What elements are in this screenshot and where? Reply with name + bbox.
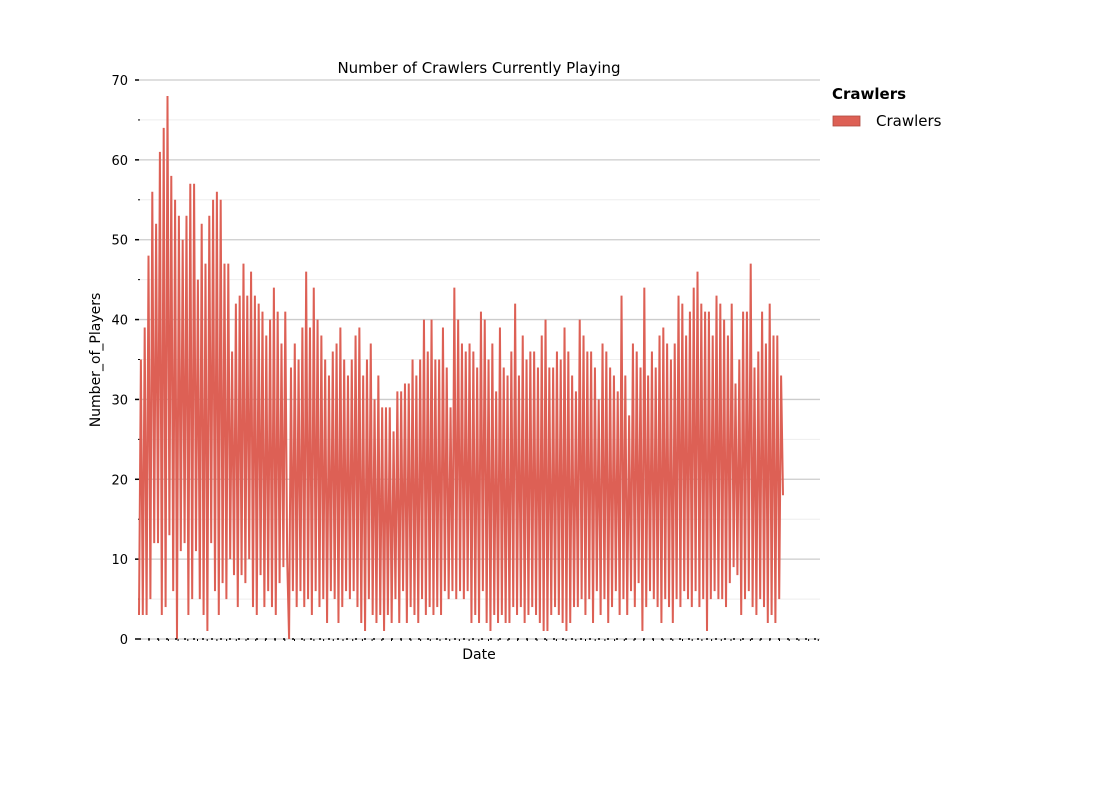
legend-swatch-crawlers bbox=[832, 115, 861, 127]
legend: Crawlers Crawlers bbox=[832, 85, 942, 130]
y-tick-label: 30 bbox=[111, 393, 128, 408]
y-tick-label: 50 bbox=[111, 234, 128, 249]
y-tick-label: 70 bbox=[111, 74, 128, 89]
x-axis-ticks bbox=[148, 639, 819, 641]
y-axis-label: Number_of_Players bbox=[88, 293, 104, 428]
legend-label-crawlers: Crawlers bbox=[876, 112, 942, 130]
chart-title: Number of Crawlers Currently Playing bbox=[337, 59, 620, 77]
plot-area bbox=[138, 95, 784, 640]
y-tick-label: 60 bbox=[111, 154, 128, 169]
y-tick-label: 20 bbox=[111, 473, 128, 488]
x-axis-label: Date bbox=[462, 647, 495, 663]
legend-title: Crawlers bbox=[832, 85, 906, 103]
y-tick-label: 10 bbox=[111, 553, 128, 568]
y-tick-label: 40 bbox=[111, 314, 128, 329]
y-axis-ticks: 0 10 20 30 40 50 60 70 bbox=[111, 74, 140, 648]
y-tick-label: 0 bbox=[120, 633, 128, 648]
series-line-crawlers bbox=[138, 95, 784, 640]
